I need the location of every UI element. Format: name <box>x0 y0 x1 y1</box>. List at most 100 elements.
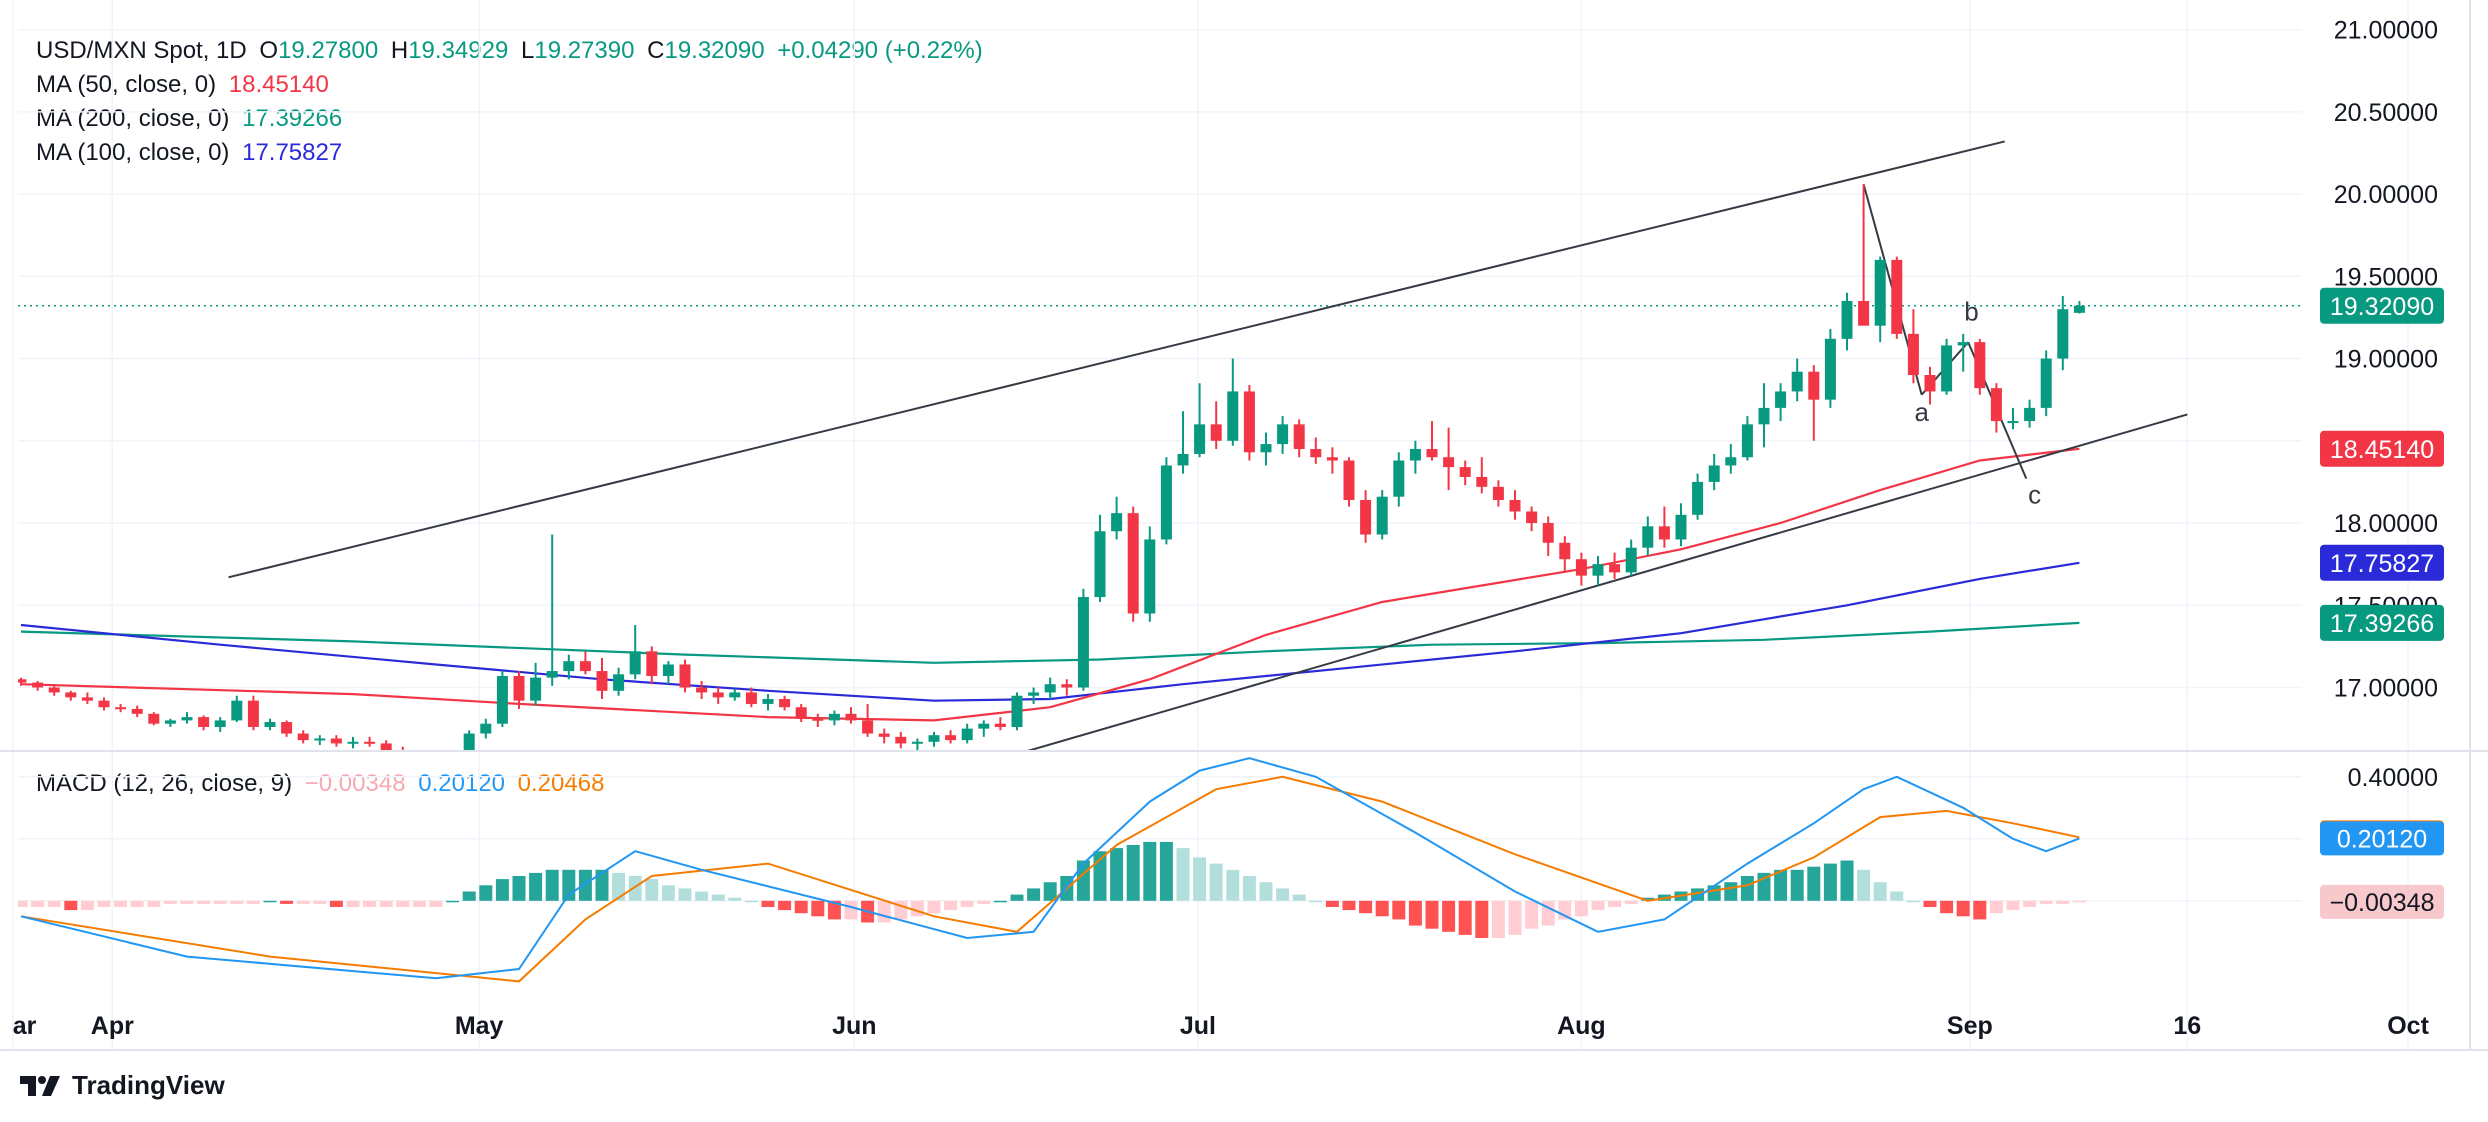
candle-body <box>164 720 176 724</box>
macd-histogram-bar <box>2023 900 2037 907</box>
macd-signal-value: 0.20468 <box>517 770 605 797</box>
macd-histogram-bar <box>944 900 958 911</box>
macd-histogram-bar <box>1375 900 1389 917</box>
ma100-legend[interactable]: MA (100, close, 0) 17.75827 <box>36 136 348 170</box>
time-axis-label: May <box>455 1012 504 1040</box>
price-badge <box>2320 544 2444 581</box>
wave-label-c: c <box>2028 479 2041 509</box>
tradingview-logo[interactable]: TradingView <box>20 1070 225 1101</box>
macd-histogram-bar <box>213 900 227 904</box>
candle-body <box>845 713 857 721</box>
candle-body <box>1459 467 1471 477</box>
macd-legend[interactable]: MACD (12, 26, close, 9) −0.00348 0.20120… <box>36 767 610 801</box>
macd-histogram-bar <box>296 900 310 904</box>
candle-body <box>961 728 973 741</box>
candle-body <box>1260 444 1272 453</box>
macd-histogram-bar <box>695 891 709 901</box>
candle-body <box>1492 486 1504 500</box>
price-axis-label: 20.50000 <box>2334 99 2438 127</box>
macd-histogram-bar <box>827 900 841 920</box>
macd-histogram-bar <box>1425 900 1439 929</box>
tradingview-logo-icon <box>20 1075 60 1096</box>
macd-histogram-bar <box>595 869 609 901</box>
macd-histogram-bar <box>1691 888 1705 901</box>
price-axis-label: 20.00000 <box>2334 181 2438 209</box>
macd-histogram-bar <box>313 900 327 904</box>
macd-histogram-bar <box>1508 900 1522 935</box>
wave-label-a: a <box>1914 397 1929 427</box>
macd-histogram-bar <box>578 869 592 901</box>
macd-histogram-bar <box>462 891 476 901</box>
ma200-line <box>20 621 2080 664</box>
ohlc-change: +0.04290 (+0.22%) <box>777 37 983 64</box>
macd-histogram-bar <box>1491 900 1505 938</box>
ohlc-high: H19.34929 <box>390 37 509 64</box>
macd-histogram-bar <box>479 885 493 901</box>
macd-histogram-bar <box>778 900 792 911</box>
candle-body <box>762 699 774 704</box>
ma100-value: 17.75827 <box>242 139 343 166</box>
price-badge <box>2320 430 2444 467</box>
candle-body <box>546 671 558 678</box>
candle-body <box>281 722 293 734</box>
ma50-legend[interactable]: MA (50, close, 0) 18.45140 <box>36 68 335 102</box>
price-badge-label: 17.75827 <box>2330 550 2434 578</box>
symbol-legend: USD/MXN Spot, 1D O19.27800 H19.34929 L19… <box>36 34 989 68</box>
candle-body <box>1675 514 1687 540</box>
price-badge-label: 17.39266 <box>2330 610 2434 638</box>
macd-histogram-bar <box>1923 900 1937 907</box>
candle-body <box>431 757 442 759</box>
macd-badge-label: −0.00348 <box>2330 889 2435 917</box>
macd-histogram-bar <box>628 876 642 901</box>
macd-histogram-bar <box>1989 900 2003 914</box>
candle-body <box>579 661 591 672</box>
candle-body <box>131 708 143 714</box>
macd-histogram-bar <box>147 900 161 907</box>
price-axis-label: 17.00000 <box>2334 675 2438 703</box>
candle-body <box>1974 342 1986 389</box>
macd-histogram-bar <box>1857 869 1871 901</box>
candle-body <box>347 741 359 744</box>
candle-body <box>297 733 309 741</box>
macd-histogram-bar <box>993 900 1007 903</box>
price-badge <box>2320 287 2444 324</box>
candle-body <box>1891 259 1903 334</box>
macd-histogram-bar <box>761 900 775 907</box>
candle-body <box>2073 305 2085 313</box>
macd-histogram-bar <box>1442 900 1456 932</box>
candle-body <box>1941 345 1953 392</box>
candle-body <box>1044 684 1056 693</box>
macd-histogram-bar <box>1458 900 1472 935</box>
candle-body <box>1625 547 1637 573</box>
macd-histogram-bar <box>1840 860 1854 901</box>
candle-body <box>1725 457 1737 466</box>
trendline-lower-channel <box>1027 413 2188 750</box>
macd-histogram-bar <box>130 900 144 907</box>
macd-histogram-bar <box>711 894 725 901</box>
macd-histogram-bar <box>1740 876 1754 901</box>
macd-histogram-bar <box>728 897 742 901</box>
candle-body <box>530 677 542 701</box>
candle-body <box>2007 421 2019 424</box>
brand-label: TradingView <box>72 1070 225 1100</box>
macd-histogram-bar <box>18 900 28 907</box>
macd-histogram-bar <box>877 900 891 923</box>
macd-label: MACD (12, 26, close, 9) <box>36 770 293 797</box>
macd-histogram-bar <box>1475 900 1489 938</box>
candle-body <box>1409 449 1421 461</box>
ma200-legend[interactable]: MA (200, close, 0) 17.39266 <box>36 102 348 136</box>
candle-body <box>414 753 425 758</box>
ma200-label: MA (200, close, 0) <box>36 105 230 132</box>
candle-body <box>1924 375 1936 392</box>
macd-histogram-bar <box>230 900 244 904</box>
macd-histogram-bar <box>1906 900 1920 903</box>
macd-histogram-bar <box>2039 900 2053 904</box>
candle-body <box>662 664 674 676</box>
candle-body <box>1824 338 1836 400</box>
ohlc-close: C19.32090 <box>647 37 765 64</box>
candle-body <box>911 741 923 744</box>
macd-histogram-bar <box>529 872 543 901</box>
candle-body <box>1775 391 1787 408</box>
candle-body <box>380 743 392 750</box>
